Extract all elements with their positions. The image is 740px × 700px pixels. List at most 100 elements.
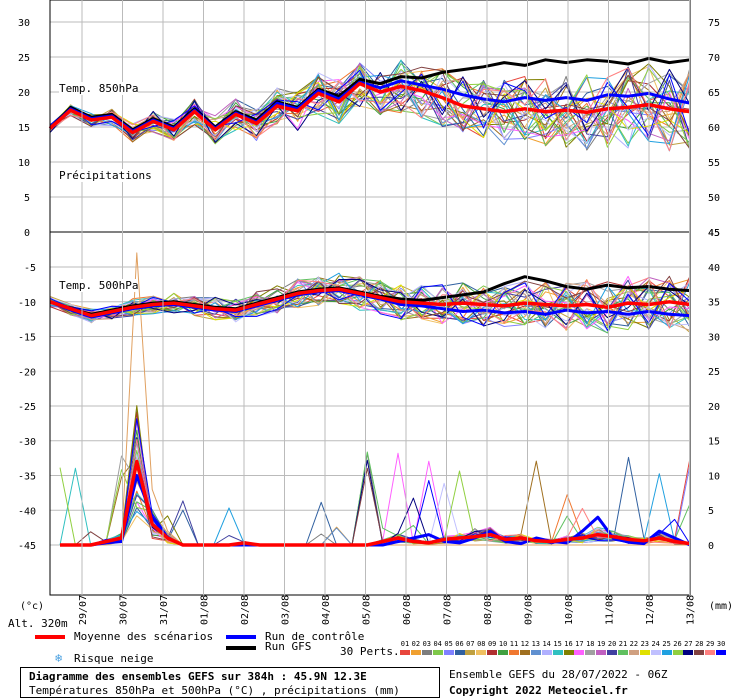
lower-left-tick: -20 [18, 367, 36, 378]
altitude-label: Alt. 320m [8, 617, 68, 630]
lower-left-tick: -40 [18, 506, 36, 517]
lower-right-tick: 0 [708, 541, 714, 552]
date-tick-label: 03/08 [281, 595, 292, 625]
upper-left-tick: 15 [18, 123, 30, 134]
date-tick-label: 06/08 [402, 595, 413, 625]
upper-left-tick: 30 [18, 18, 30, 29]
member-t850-line [49, 65, 691, 150]
upper-left-tick: 0 [24, 228, 30, 239]
perturbation-number: 12 [520, 640, 530, 648]
lower-right-tick: 10 [708, 471, 720, 482]
perturbation-number: 09 [487, 640, 497, 648]
perturbation-number: 03 [422, 640, 432, 648]
snowflake-icon: ❄ [55, 651, 63, 665]
lower-panel [49, 252, 691, 547]
lower-right-tick: 5 [708, 506, 714, 517]
perturbation-swatch [432, 650, 443, 655]
perturbation-swatch [541, 650, 552, 655]
date-tick-label: 04/08 [321, 595, 332, 625]
lower-left-tick: -10 [18, 298, 36, 309]
perturbation-swatch [410, 650, 421, 655]
upper-right-tick: 50 [708, 193, 720, 204]
mean-swatch [35, 635, 65, 639]
perturbation-number: 04 [433, 640, 442, 648]
upper-right-tick: 60 [708, 123, 720, 134]
temp500-label: Temp. 500hPa [59, 279, 139, 292]
control-swatch [226, 635, 256, 639]
perturbation-number: 01 [400, 640, 410, 648]
date-tick-label: 01/08 [200, 595, 211, 625]
legend-snow: Risque neige [74, 652, 154, 665]
perturbation-swatch [585, 650, 596, 655]
perturbation-swatch [705, 650, 716, 655]
lower-right-tick: 30 [708, 332, 720, 343]
lower-right-tick: 25 [708, 367, 720, 378]
date-tick-label: 09/08 [524, 595, 535, 625]
date-tick-label: 10/08 [564, 595, 575, 625]
axes-labels: 29/07 30/07 31/07 01/08 02/08 03/08 04/08 05/08… [18, 18, 720, 625]
perturbation-swatch [519, 650, 530, 655]
perturbation-swatch [574, 650, 585, 655]
perturbation-swatch [552, 650, 563, 655]
perturbation-number: 06 [455, 640, 464, 648]
temp850-label: Temp. 850hPa [59, 82, 139, 95]
date-tick-label: 12/08 [645, 595, 656, 625]
date-tick-label: 02/08 [240, 595, 251, 625]
date-tick-label: 08/08 [483, 595, 494, 625]
upper-right-tick: 55 [708, 158, 720, 169]
perturbation-number: 27 [684, 640, 693, 648]
upper-right-tick: 70 [708, 53, 720, 64]
legend-mean: Moyenne des scénarios [74, 630, 214, 643]
perturbation-number: 11 [509, 640, 519, 648]
perturbation-number: 19 [596, 640, 606, 648]
perturbation-swatch [509, 650, 519, 655]
upper-right-tick: 45 [708, 228, 720, 239]
perturbation-swatch [683, 650, 694, 655]
footer-run: Ensemble GEFS du 28/07/2022 - 06Z [449, 668, 668, 681]
perturbation-swatch [465, 650, 476, 655]
perturbation-number: 24 [651, 640, 660, 648]
date-tick-label: 05/08 [362, 595, 373, 625]
date-tick-label: 31/07 [159, 595, 170, 625]
footer-box: Diagramme des ensembles GEFS sur 384h : … [20, 667, 440, 698]
perturbation-number: 08 [477, 640, 486, 648]
perturbation-swatch [454, 650, 465, 655]
mean-t500-line [49, 287, 691, 318]
member-t500-line [49, 283, 691, 324]
date-tick-label: 30/07 [119, 595, 130, 625]
perturbation-swatch [716, 650, 727, 655]
perturbation-swatch [661, 650, 672, 655]
perturbation-number: 10 [498, 640, 508, 648]
perturbation-number: 28 [695, 640, 704, 648]
member-t500-line [49, 278, 691, 327]
perturbation-swatch [694, 650, 705, 655]
perturbation-swatch [563, 650, 574, 655]
upper-right-tick: 65 [708, 88, 720, 99]
lower-right-tick: 40 [708, 263, 720, 274]
perturbation-number: 25 [662, 640, 671, 648]
upper-panel [48, 21, 691, 233]
lower-right-tick: 35 [708, 298, 720, 309]
footer-subtitle: Températures 850hPa et 500hPa (°C) , pré… [29, 684, 400, 697]
lower-left-tick: -5 [24, 263, 36, 274]
perturbation-swatch [596, 650, 607, 655]
legend-control: Run de contrôle [265, 630, 365, 643]
perturbation-swatch [628, 650, 639, 655]
date-tick-label: 11/08 [605, 595, 616, 625]
perturbation-number: 30 [716, 640, 726, 648]
date-tick-label: 07/08 [443, 595, 454, 625]
date-tick-label: 29/07 [78, 595, 89, 625]
perturbation-number: 17 [575, 640, 584, 648]
perturbation-swatch [672, 650, 683, 655]
lower-right-tick: 15 [708, 437, 720, 448]
perturbation-swatch [443, 650, 454, 655]
legend-gfs: Run GFS [265, 640, 312, 653]
footer-copyright: Copyright 2022 Meteociel.fr [449, 684, 628, 697]
precip-label: Précipitations [59, 169, 152, 182]
perturbation-swatch [476, 650, 487, 655]
perturbation-swatch [487, 650, 498, 655]
perturbation-number: 29 [705, 640, 715, 648]
perturbation-number: 02 [411, 640, 421, 648]
member-t500-line [49, 272, 691, 328]
